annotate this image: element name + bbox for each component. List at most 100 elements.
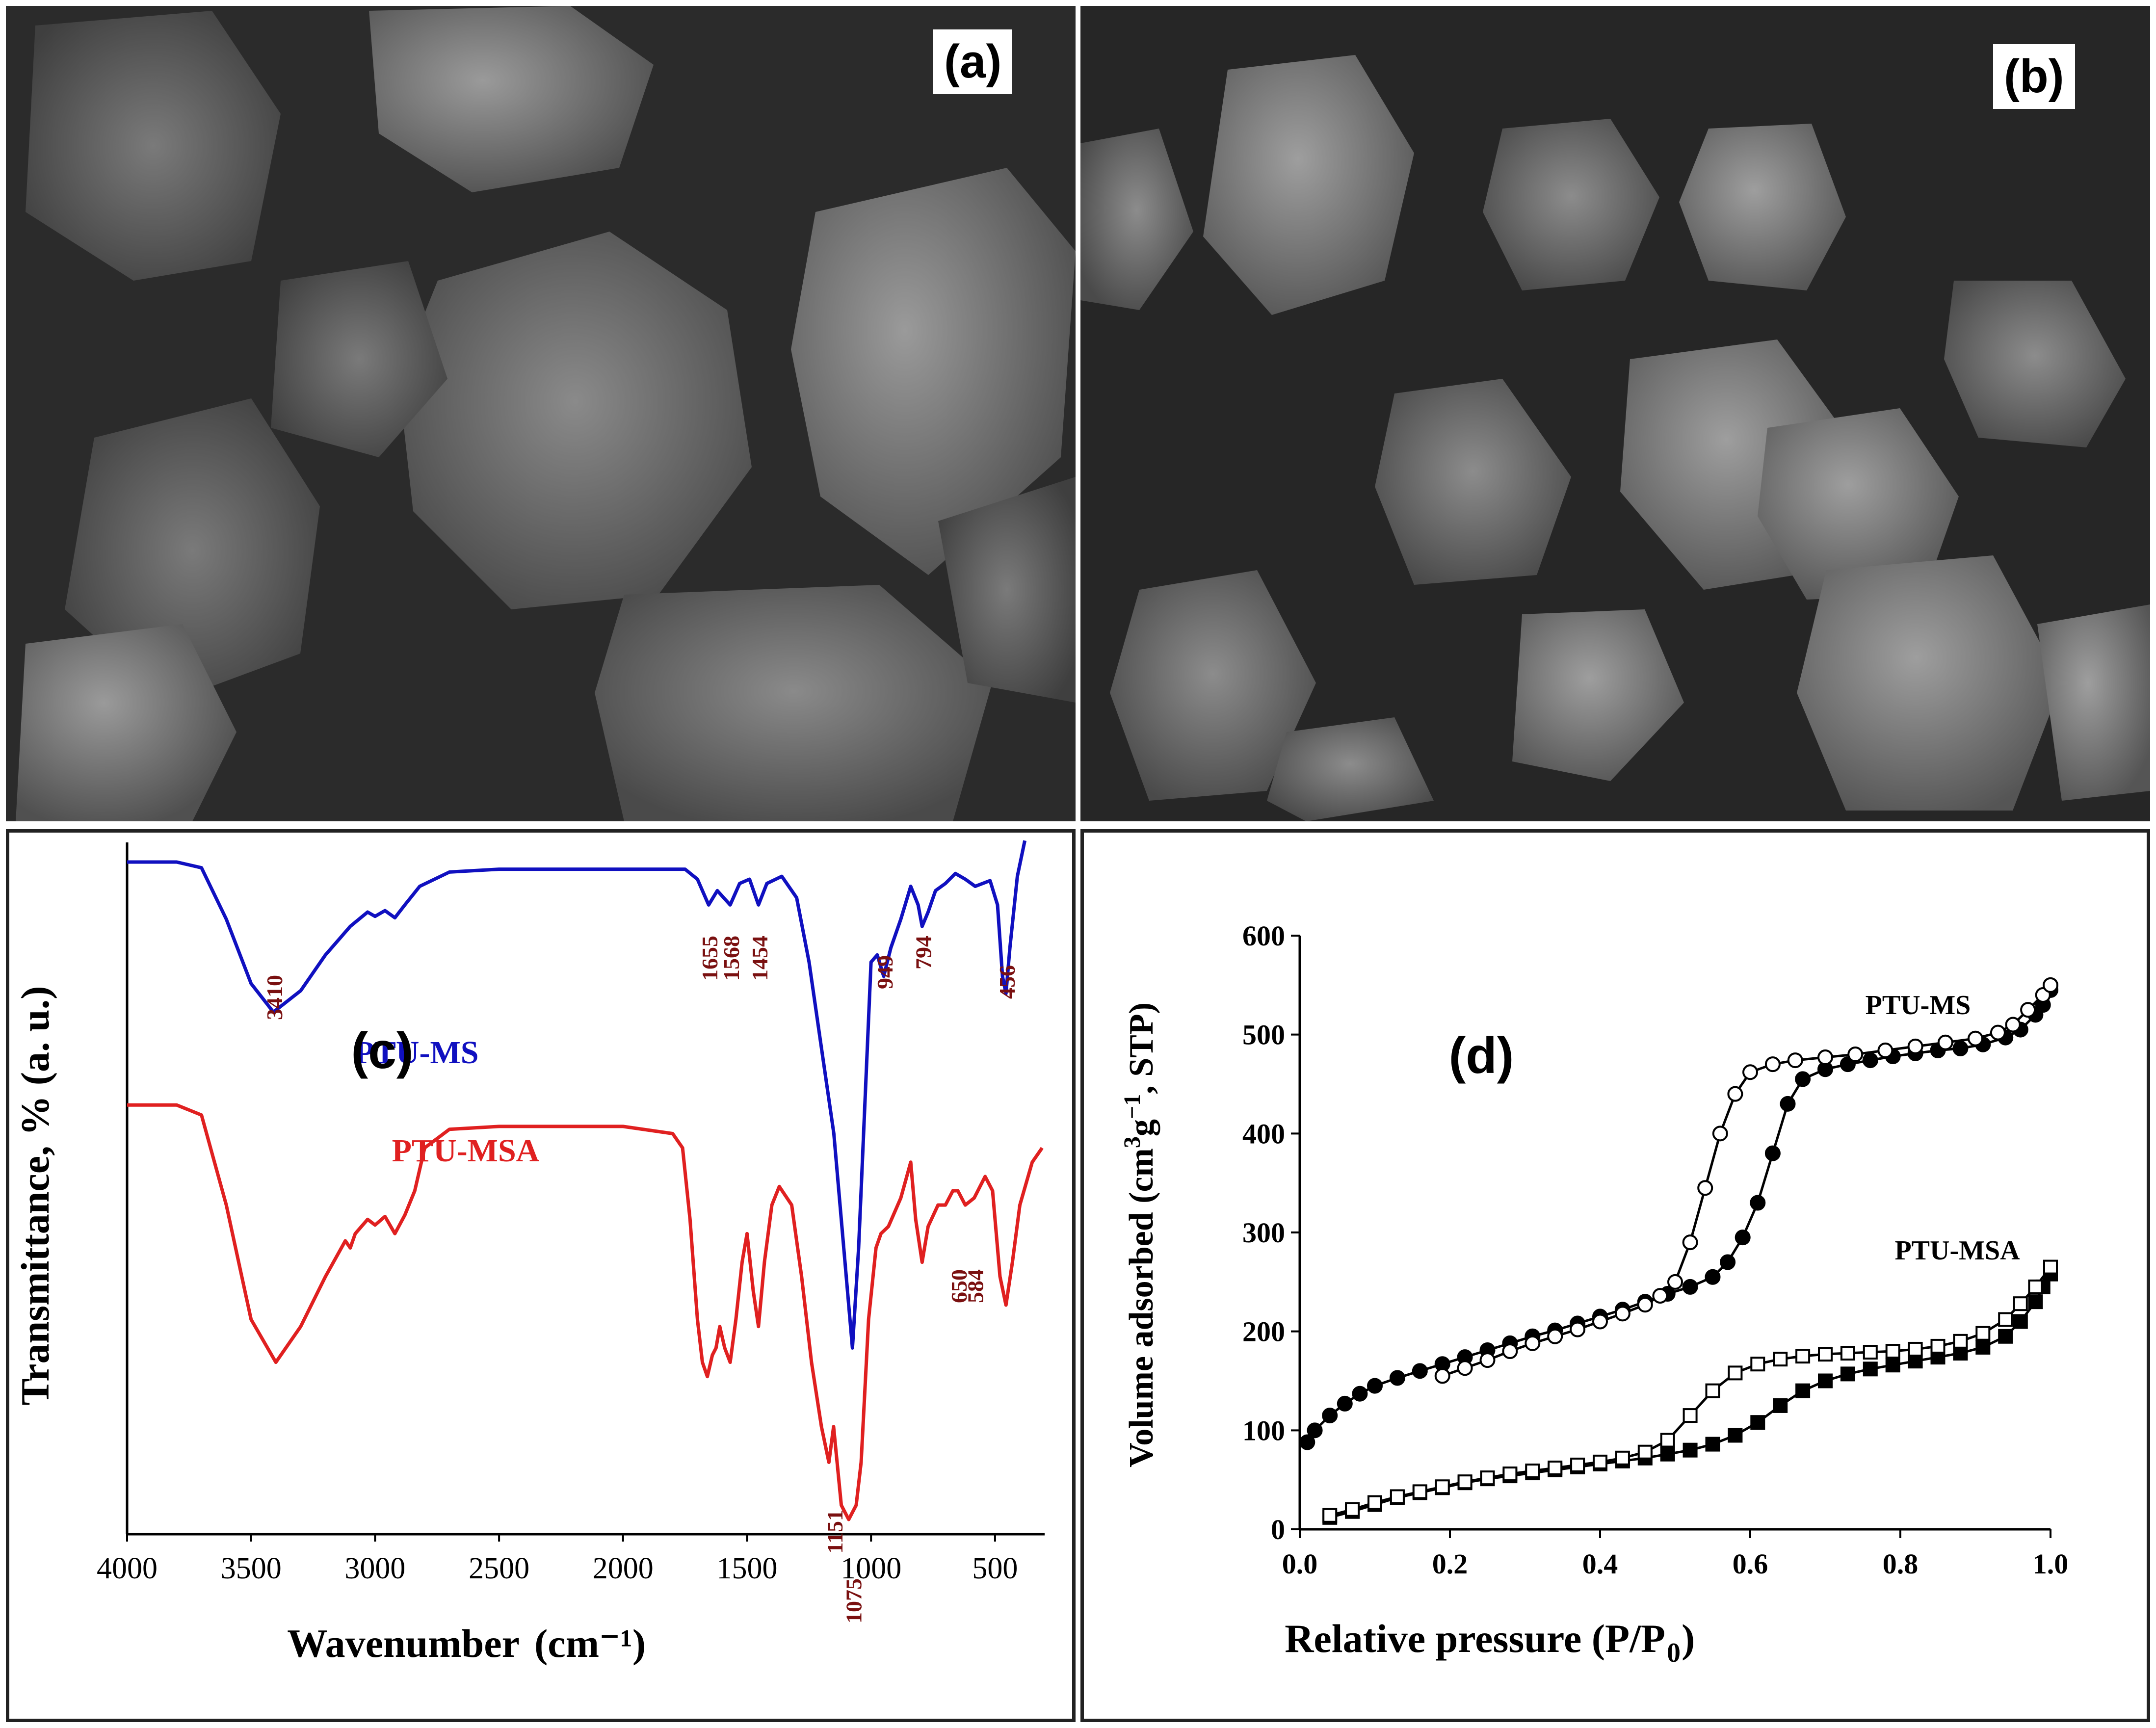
data-point-filled-circle xyxy=(1367,1378,1383,1394)
ftir-x-axis-unit: (cm⁻¹) xyxy=(534,1621,646,1666)
data-point-filled-circle xyxy=(1299,1434,1315,1450)
series-label-ptu-msa: PTU-MSA xyxy=(392,1133,540,1169)
data-point-open-circle xyxy=(1697,1180,1713,1196)
peak-label: 1655 xyxy=(697,936,722,981)
data-point-open-square xyxy=(1615,1450,1630,1466)
x-tick-label: 3500 xyxy=(221,1552,282,1585)
data-point-filled-square xyxy=(1818,1373,1833,1388)
data-point-filled-circle xyxy=(1720,1254,1736,1270)
data-point-open-square xyxy=(1660,1433,1675,1448)
x-tick-label: 0.0 xyxy=(1282,1548,1318,1580)
data-point-open-circle xyxy=(1667,1274,1683,1290)
ftir-x-axis-label: Wavenumber xyxy=(287,1621,520,1666)
x-tick-label: 1500 xyxy=(717,1552,778,1585)
panel-label-d: (d) xyxy=(1449,1027,1514,1084)
data-point-open-square xyxy=(2043,1259,2058,1275)
data-point-filled-circle xyxy=(1750,1195,1766,1211)
data-point-open-circle xyxy=(1682,1234,1698,1251)
sem-texture-b xyxy=(1080,6,2150,821)
ftir-panel: 4000 3500 3000 2500 2000 1500 1000 500 3410 1655… xyxy=(6,829,1076,1722)
data-point-open-circle xyxy=(1877,1042,1893,1058)
data-point-open-square xyxy=(1728,1365,1743,1381)
data-point-open-square xyxy=(1480,1470,1495,1486)
data-point-open-square xyxy=(1683,1408,1698,1423)
panel-label-c: (c) xyxy=(351,1022,413,1079)
data-point-open-square xyxy=(1548,1460,1563,1475)
data-point-open-square xyxy=(1435,1479,1450,1494)
data-point-open-square xyxy=(1525,1464,1540,1479)
data-point-open-square xyxy=(1750,1357,1765,1372)
isotherm-y-axis-label-group: Volume adsorbed (cm3g−1, STP) xyxy=(1119,1002,1161,1467)
panel-label-a: (a) xyxy=(933,29,1013,94)
data-point-open-square xyxy=(1908,1341,1923,1357)
data-point-open-circle xyxy=(1990,1024,2006,1041)
x-tick-label: 0.2 xyxy=(1432,1548,1468,1580)
data-point-open-circle xyxy=(1525,1335,1541,1351)
data-point-open-square xyxy=(1593,1454,1607,1469)
data-point-open-circle xyxy=(1847,1047,1864,1062)
y-tick-label: 300 xyxy=(1242,1217,1285,1249)
isotherm-y-axis-label: Volume adsorbed (cm3g−1, STP) xyxy=(1119,1002,1161,1467)
data-point-open-circle xyxy=(1817,1049,1833,1066)
data-point-filled-circle xyxy=(1735,1230,1751,1246)
data-point-filled-square xyxy=(1660,1446,1675,1462)
peak-label: 584 xyxy=(963,1269,988,1303)
data-point-open-circle xyxy=(1637,1297,1653,1313)
data-point-filled-circle xyxy=(1307,1422,1323,1439)
data-point-open-square xyxy=(2028,1279,2043,1294)
data-point-open-circle xyxy=(1968,1030,1983,1047)
data-point-open-square xyxy=(1885,1344,1900,1359)
data-point-filled-square xyxy=(2013,1314,2028,1329)
data-point-open-circle xyxy=(1479,1352,1496,1368)
data-point-filled-square xyxy=(1840,1366,1855,1382)
data-point-open-square xyxy=(1345,1502,1360,1517)
x-tick-label: 0.6 xyxy=(1733,1548,1768,1580)
label-ptu-ms: PTU-MS xyxy=(1866,990,1971,1021)
data-point-open-square xyxy=(1818,1347,1833,1362)
x-tick-label: 3000 xyxy=(344,1552,405,1585)
peak-label: 1151 xyxy=(822,1510,847,1553)
data-point-filled-square xyxy=(2028,1294,2043,1309)
data-point-open-square xyxy=(1502,1466,1518,1482)
isotherm-x-axis-paren: ) xyxy=(1682,1616,1695,1661)
x-tick-label: 0.4 xyxy=(1582,1548,1618,1580)
data-point-open-square xyxy=(2013,1296,2028,1311)
data-point-filled-square xyxy=(1863,1361,1878,1377)
data-point-open-circle xyxy=(1907,1038,1923,1054)
isotherm-chart: 0.0 0.2 0.4 0.6 0.8 1.0 0 100 200 300 400 500 600 Re… xyxy=(1119,920,2069,1668)
x-tick-label: 4000 xyxy=(97,1552,158,1585)
data-point-open-square xyxy=(1637,1444,1653,1460)
series-line-ptu-ms xyxy=(127,840,1027,1350)
x-tick-label: 1.0 xyxy=(2033,1548,2069,1580)
isotherm-x-axis-label: Relative pressure (P/P xyxy=(1285,1616,1665,1661)
y-tick-label: 400 xyxy=(1242,1118,1285,1150)
x-tick-label: 1000 xyxy=(841,1552,901,1585)
data-point-filled-circle xyxy=(1389,1370,1405,1386)
peak-label: 456 xyxy=(995,965,1020,999)
data-point-open-circle xyxy=(1570,1321,1586,1337)
data-point-open-circle xyxy=(1434,1368,1450,1384)
panel-label-b: (b) xyxy=(1993,44,2075,109)
data-point-filled-square xyxy=(1953,1346,1968,1361)
data-point-filled-circle xyxy=(1682,1279,1698,1295)
isotherm-panel: 0.0 0.2 0.4 0.6 0.8 1.0 0 100 200 300 400 500 600 Re… xyxy=(1080,829,2150,1722)
data-point-filled-square xyxy=(1998,1329,2013,1344)
data-point-open-square xyxy=(1705,1383,1720,1398)
series-label-ptu-ms: PTU-MS xyxy=(355,1035,479,1071)
label-ptu-msa: PTU-MSA xyxy=(1894,1235,2020,1266)
data-point-open-square xyxy=(1322,1508,1338,1523)
data-point-filled-circle xyxy=(1322,1408,1338,1424)
data-point-open-square xyxy=(1795,1349,1811,1364)
data-point-open-circle xyxy=(1787,1052,1803,1069)
isotherm-line-ptu-ms-adsorption xyxy=(1306,989,2052,1443)
data-point-open-circle xyxy=(1502,1343,1518,1359)
data-point-open-square xyxy=(1367,1495,1382,1510)
data-point-open-square xyxy=(1998,1312,2013,1327)
data-point-open-square xyxy=(1570,1457,1585,1472)
data-point-filled-square xyxy=(1705,1437,1720,1452)
peak-label: 949 xyxy=(872,955,897,989)
sem-texture-a xyxy=(6,6,1076,821)
data-point-filled-square xyxy=(1683,1442,1698,1458)
isotherm-x-axis-subscript: 0 xyxy=(1667,1638,1681,1668)
data-point-open-square xyxy=(1953,1334,1968,1349)
